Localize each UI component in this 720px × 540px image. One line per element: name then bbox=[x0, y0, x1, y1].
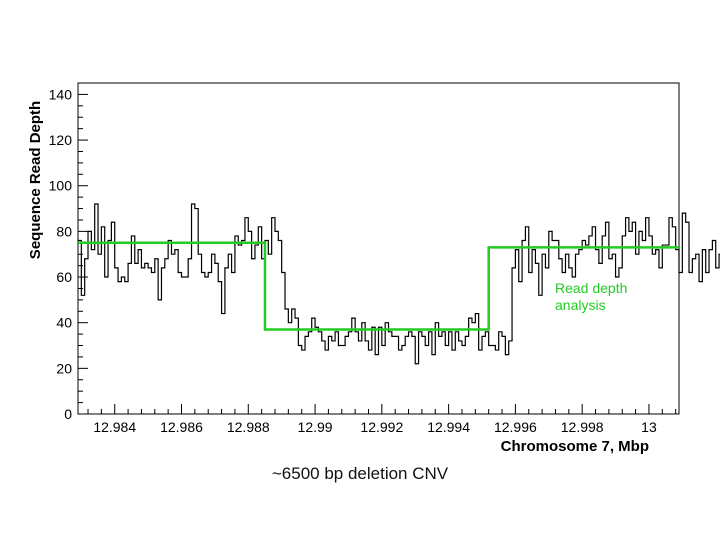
data-layer bbox=[78, 203, 720, 365]
segmentation-fit-line bbox=[78, 241, 679, 331]
y-tick-label: 120 bbox=[49, 132, 73, 148]
x-tick-label: 12.992 bbox=[360, 419, 403, 435]
annotation-line-1: Read depth bbox=[555, 280, 627, 296]
y-tick-label: 40 bbox=[56, 315, 72, 331]
read-depth-annotation: Read depth analysis bbox=[555, 280, 631, 313]
x-tick-label: 12.996 bbox=[494, 419, 537, 435]
x-tick-label: 12.994 bbox=[427, 419, 470, 435]
x-axis-title: Chromosome 7, Mbp bbox=[501, 438, 649, 455]
x-tick-label: 13 bbox=[641, 419, 657, 435]
read-depth-histogram bbox=[78, 203, 720, 365]
figure-caption: ~6500 bp deletion CNV bbox=[271, 464, 449, 483]
y-tick-label: 140 bbox=[49, 86, 73, 102]
x-tick-label: 12.986 bbox=[160, 419, 203, 435]
y-tick-label: 20 bbox=[56, 360, 72, 376]
y-tick-label: 80 bbox=[56, 223, 72, 239]
axis-ticks: 0 20 40 60 80 100 120 140 12.984 12.986 12.988 12.9… bbox=[49, 82, 677, 435]
y-tick-label: 60 bbox=[56, 269, 72, 285]
y-axis-title: Sequence Read Depth bbox=[27, 101, 44, 259]
x-tick-label: 12.988 bbox=[227, 419, 270, 435]
x-tick-label: 12.998 bbox=[561, 419, 604, 435]
y-tick-label: 0 bbox=[64, 406, 72, 422]
x-tick-label: 12.984 bbox=[93, 419, 136, 435]
x-tick-label: 12.99 bbox=[298, 419, 333, 435]
y-tick-label: 100 bbox=[49, 178, 73, 194]
annotation-line-2: analysis bbox=[555, 297, 606, 313]
